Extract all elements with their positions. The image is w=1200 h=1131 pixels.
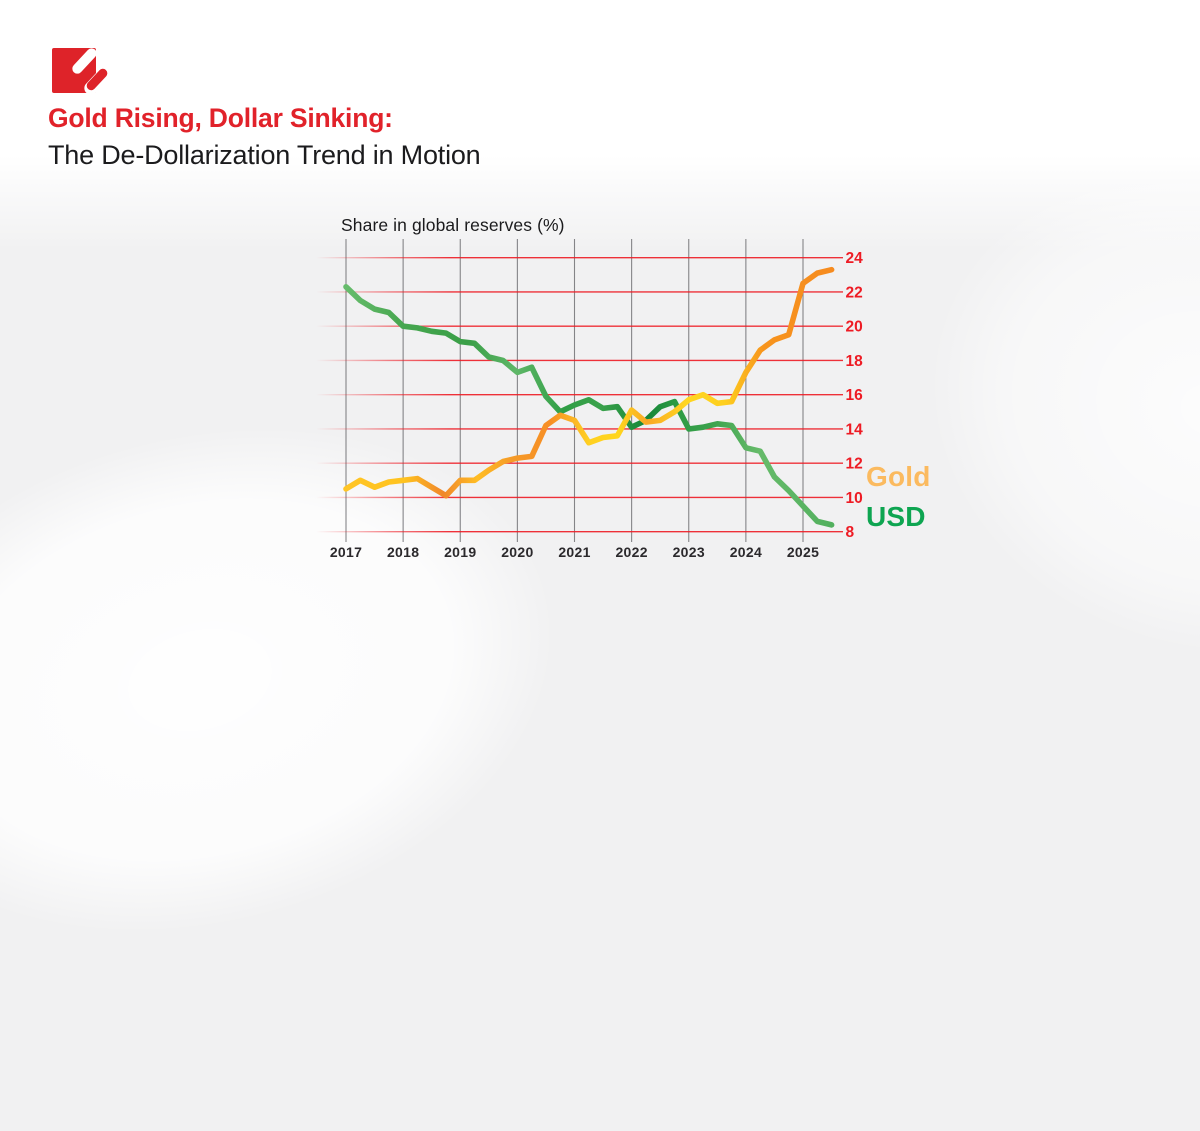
y-tick-label: 20: [846, 319, 863, 336]
x-tick-label: 2019: [444, 544, 476, 560]
usd-line: [343, 283, 835, 528]
x-tick-label: 2025: [787, 544, 819, 560]
legend-gold-label: Gold: [866, 461, 931, 492]
chart-title: Share in global reserves (%): [341, 215, 565, 235]
y-tick-label: 12: [846, 456, 863, 473]
legend-usd-label: USD: [866, 501, 926, 532]
y-tick-label: 24: [846, 250, 864, 267]
x-tick-label: 2022: [615, 544, 647, 560]
x-tick-label: 2018: [387, 544, 419, 560]
x-tick-label: 2017: [330, 544, 362, 560]
x-tick-label: 2023: [673, 544, 705, 560]
y-tick-label: 16: [846, 387, 864, 404]
y-tick-label: 22: [846, 284, 863, 301]
y-tick-label: 10: [846, 490, 863, 507]
x-tick-label: 2024: [730, 544, 762, 560]
brand-logo: [48, 44, 115, 102]
y-tick-label: 14: [846, 421, 864, 438]
headline-red: Gold Rising, Dollar Sinking:: [48, 103, 393, 133]
y-tick-label: 8: [846, 524, 855, 541]
gold-line: [343, 266, 835, 499]
x-tick-label: 2021: [558, 544, 590, 560]
headline-sub: The De-Dollarization Trend in Motion: [48, 140, 481, 170]
x-tick-label: 2020: [501, 544, 533, 560]
y-tick-label: 18: [846, 353, 864, 370]
